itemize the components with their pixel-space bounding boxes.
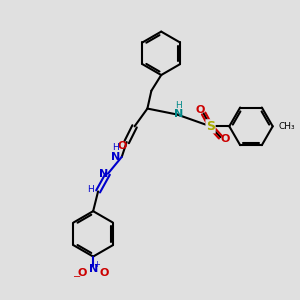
Text: N: N (99, 169, 109, 179)
Text: O: O (196, 104, 206, 115)
Text: H: H (87, 185, 94, 194)
Text: O: O (78, 268, 87, 278)
Text: H: H (176, 100, 182, 109)
Text: −: − (73, 272, 81, 282)
Text: +: + (94, 260, 100, 269)
Text: H: H (112, 143, 119, 152)
Text: N: N (111, 152, 121, 162)
Text: N: N (88, 264, 98, 274)
Text: O: O (99, 268, 109, 278)
Text: N: N (174, 110, 184, 119)
Text: O: O (221, 134, 230, 144)
Text: S: S (206, 120, 215, 133)
Text: CH₃: CH₃ (279, 122, 295, 131)
Text: O: O (117, 141, 126, 151)
